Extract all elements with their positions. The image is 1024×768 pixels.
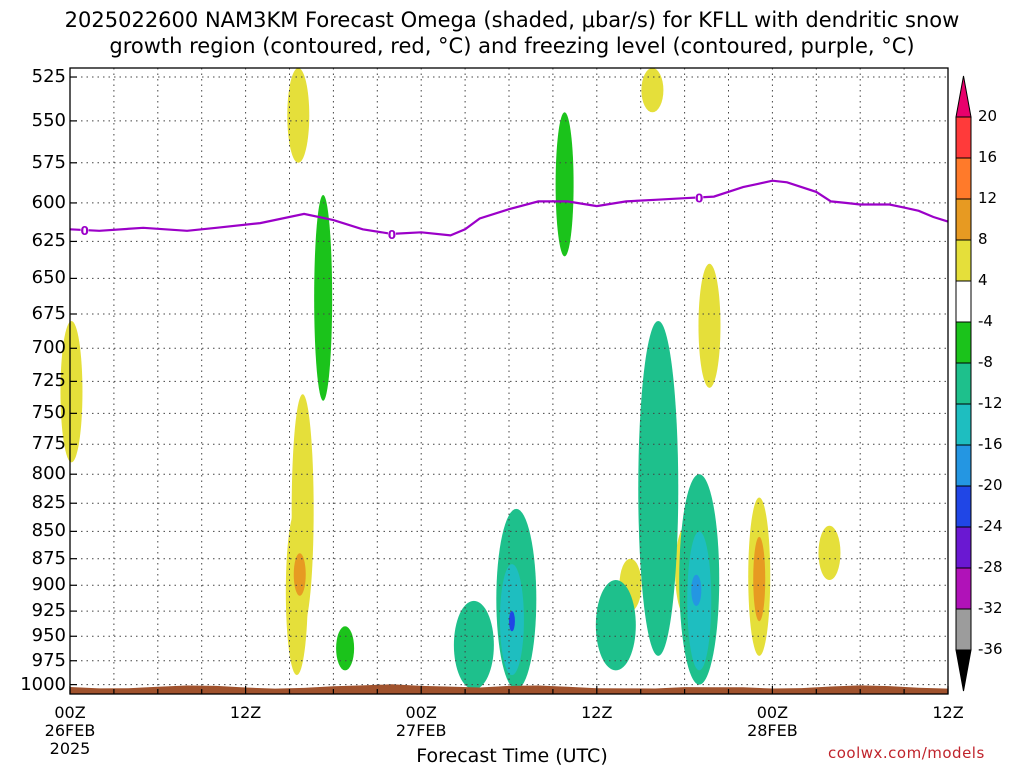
- y-tick-label: 975: [31, 649, 66, 671]
- colorbar-band-4: [955, 280, 972, 323]
- x-tick-label: 12Z: [229, 703, 262, 722]
- colorbar-label: -8: [978, 353, 993, 371]
- omega-cell-omega-positive-10: [753, 536, 766, 622]
- colorbar-label: -36: [978, 640, 1003, 658]
- freezing-level-label: 0: [388, 228, 396, 242]
- freezing-level-label: 0: [80, 224, 88, 238]
- omega-cell-omega-negative-9: [639, 407, 660, 498]
- colorbar-bottom-arrow: [955, 649, 972, 692]
- y-tick-label: 600: [31, 191, 66, 213]
- colorbar-label: -4: [978, 312, 993, 330]
- x-tick-label: 12Z: [932, 703, 964, 722]
- y-tick-label: 525: [31, 66, 66, 88]
- y-tick-label: 800: [31, 463, 66, 485]
- colorbar-label: 8: [978, 230, 988, 248]
- y-tick-label: 1000: [20, 673, 66, 695]
- colorbar-band-10: [955, 526, 972, 569]
- colorbar-band-8: [955, 444, 972, 487]
- y-tick-label: 700: [31, 337, 66, 359]
- colorbar-band-1: [955, 157, 972, 200]
- colorbar-band-7: [955, 403, 972, 446]
- omega-cell-omega-negative-0: [314, 195, 333, 401]
- freezing-level-label-bg: [695, 191, 704, 204]
- x-date-label: 27FEB: [395, 721, 447, 740]
- omega-cell-omega-negative-7: [595, 580, 636, 671]
- colorbar-band-12: [955, 608, 972, 651]
- colorbar-label: -28: [978, 558, 1003, 576]
- freezing-level-label-bg: [387, 227, 396, 240]
- omega-cell-omega-negative-2: [453, 600, 494, 690]
- omega-cell-omega-positive-1: [287, 68, 310, 163]
- colorbar-label: 12: [978, 189, 998, 207]
- colorbar-top-arrow: [955, 75, 972, 118]
- colorbar-label: -24: [978, 517, 1003, 535]
- x-axis-title: Forecast Time (UTC): [416, 745, 608, 767]
- y-tick-label: 650: [31, 267, 66, 289]
- colorbar-band-6: [955, 362, 972, 405]
- y-tick-label: 900: [31, 574, 66, 596]
- y-tick-label: 875: [31, 547, 66, 569]
- omega-cell-omega-negative-8: [638, 320, 679, 656]
- colorbar-band-5: [955, 321, 972, 364]
- x-date-label: 26FEB: [44, 721, 96, 740]
- y-tick-label: 575: [31, 151, 66, 173]
- x-tick-label: 00Z: [54, 703, 86, 722]
- y-tick-label: 925: [31, 600, 66, 622]
- colorbar-band-9: [955, 485, 972, 528]
- y-tick-label: 825: [31, 492, 66, 514]
- colorbar-band-2: [955, 198, 972, 241]
- omega-cell-omega-negative-6: [555, 112, 574, 257]
- chart-title-line-2: growth region (contoured, red, °C) and f…: [109, 34, 915, 58]
- y-tick-label: 775: [31, 433, 66, 455]
- freezing-level-line: [69, 179, 949, 237]
- omega-cell-omega-positive-2: [641, 68, 664, 113]
- y-tick-label: 550: [31, 109, 66, 131]
- omega-cell-omega-positive-0: [60, 320, 83, 463]
- website-credit: coolwx.com/models: [828, 744, 985, 762]
- omega-cell-omega-positive-5: [293, 553, 306, 596]
- omega-cell-omega-negative-5: [508, 611, 515, 632]
- x-tick-label: 00Z: [756, 703, 789, 722]
- y-tick-label: 850: [31, 520, 66, 542]
- colorbar-label: -16: [978, 435, 1003, 453]
- colorbar-label: -32: [978, 599, 1003, 617]
- y-tick-label: 950: [31, 625, 66, 647]
- omega-cell-omega-positive-11: [818, 525, 841, 581]
- x-year-label: 2025: [49, 739, 91, 758]
- y-tick-label: 725: [31, 370, 66, 392]
- y-tick-label: 675: [31, 302, 66, 324]
- colorbar-label: 20: [978, 107, 998, 125]
- freezing-level-label-bg: [80, 224, 89, 237]
- y-tick-label: 750: [31, 402, 66, 424]
- colorbar-label: 16: [978, 148, 998, 166]
- colorbar-label: -20: [978, 476, 1003, 494]
- colorbar-band-11: [955, 567, 972, 610]
- y-tick-label: 625: [31, 230, 66, 252]
- colorbar-label: 4: [978, 271, 988, 289]
- colorbar-band-0: [955, 116, 972, 159]
- colorbar-band-3: [955, 239, 972, 282]
- x-tick-label: 00Z: [405, 703, 437, 722]
- freezing-level-label: 0: [695, 191, 703, 205]
- x-date-label: 28FEB: [747, 721, 798, 740]
- omega-cell-omega-negative-1: [336, 626, 355, 671]
- omega-cell-omega-negative-12: [691, 574, 702, 606]
- chart-title-line-1: 2025022600 NAM3KM Forecast Omega (shaded…: [64, 8, 960, 32]
- x-tick-label: 12Z: [581, 703, 613, 722]
- colorbar-label: -12: [978, 394, 1003, 412]
- omega-cell-omega-positive-7: [698, 263, 721, 388]
